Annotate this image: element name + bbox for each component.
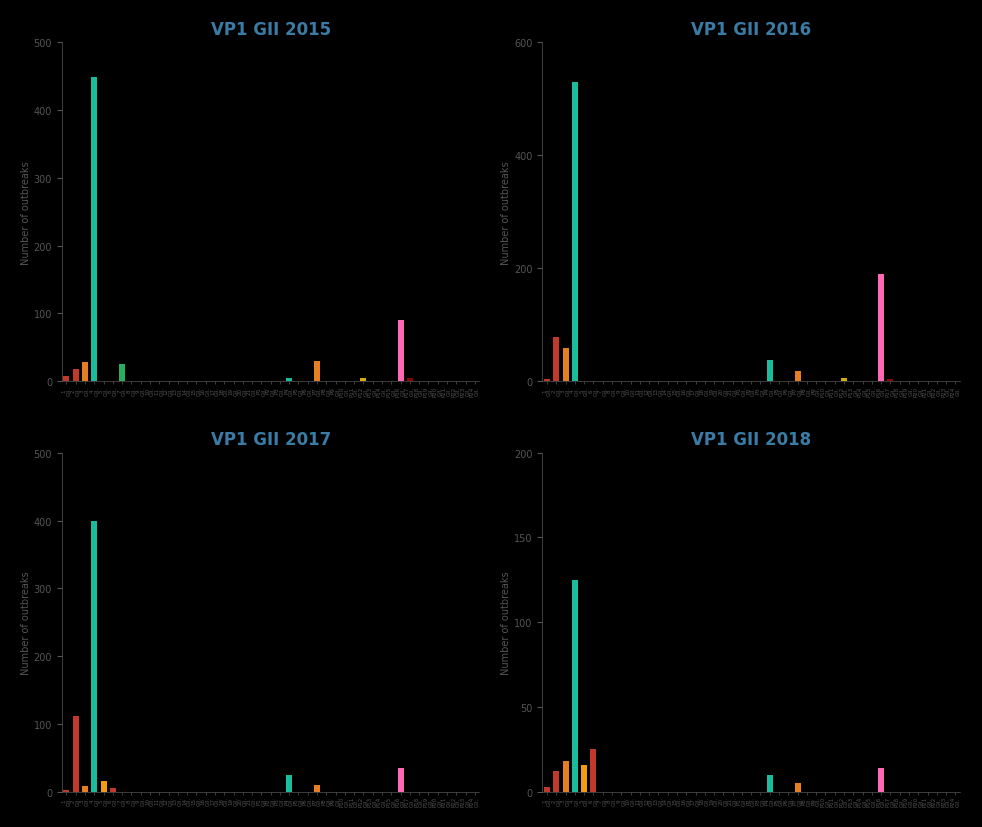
Bar xyxy=(314,361,320,382)
Bar xyxy=(590,749,596,791)
Bar xyxy=(73,370,79,382)
Bar xyxy=(572,83,578,382)
Bar xyxy=(110,788,116,791)
Bar xyxy=(64,377,70,382)
Title: VP1 GII 2018: VP1 GII 2018 xyxy=(691,431,811,449)
Bar xyxy=(767,361,773,382)
Bar xyxy=(100,781,107,791)
Bar xyxy=(398,321,404,382)
Bar xyxy=(794,371,800,382)
Bar xyxy=(878,768,884,791)
Bar xyxy=(553,337,560,382)
Bar xyxy=(398,768,404,791)
Bar xyxy=(407,379,412,382)
Bar xyxy=(888,380,894,382)
Bar xyxy=(794,783,800,791)
Bar xyxy=(314,785,320,791)
Title: VP1 GII 2017: VP1 GII 2017 xyxy=(210,431,331,449)
Bar xyxy=(91,521,97,791)
Bar xyxy=(544,786,550,791)
Bar xyxy=(91,79,97,382)
Bar xyxy=(286,379,293,382)
Bar xyxy=(572,580,578,791)
Y-axis label: Number of outbreaks: Number of outbreaks xyxy=(502,571,512,674)
Bar xyxy=(553,772,560,791)
Y-axis label: Number of outbreaks: Number of outbreaks xyxy=(502,160,512,264)
Bar xyxy=(360,379,366,382)
Bar xyxy=(544,380,550,382)
Bar xyxy=(563,762,569,791)
Bar xyxy=(767,775,773,791)
Bar xyxy=(878,275,884,382)
Y-axis label: Number of outbreaks: Number of outbreaks xyxy=(21,160,30,264)
Bar xyxy=(119,365,125,382)
Bar xyxy=(563,349,569,382)
Y-axis label: Number of outbreaks: Number of outbreaks xyxy=(21,571,30,674)
Bar xyxy=(82,786,88,791)
Title: VP1 GII 2015: VP1 GII 2015 xyxy=(210,21,331,39)
Bar xyxy=(82,363,88,382)
Bar xyxy=(73,716,79,791)
Bar xyxy=(581,765,587,791)
Bar xyxy=(64,790,70,791)
Bar xyxy=(286,775,293,791)
Bar xyxy=(841,379,847,382)
Title: VP1 GII 2016: VP1 GII 2016 xyxy=(691,21,811,39)
